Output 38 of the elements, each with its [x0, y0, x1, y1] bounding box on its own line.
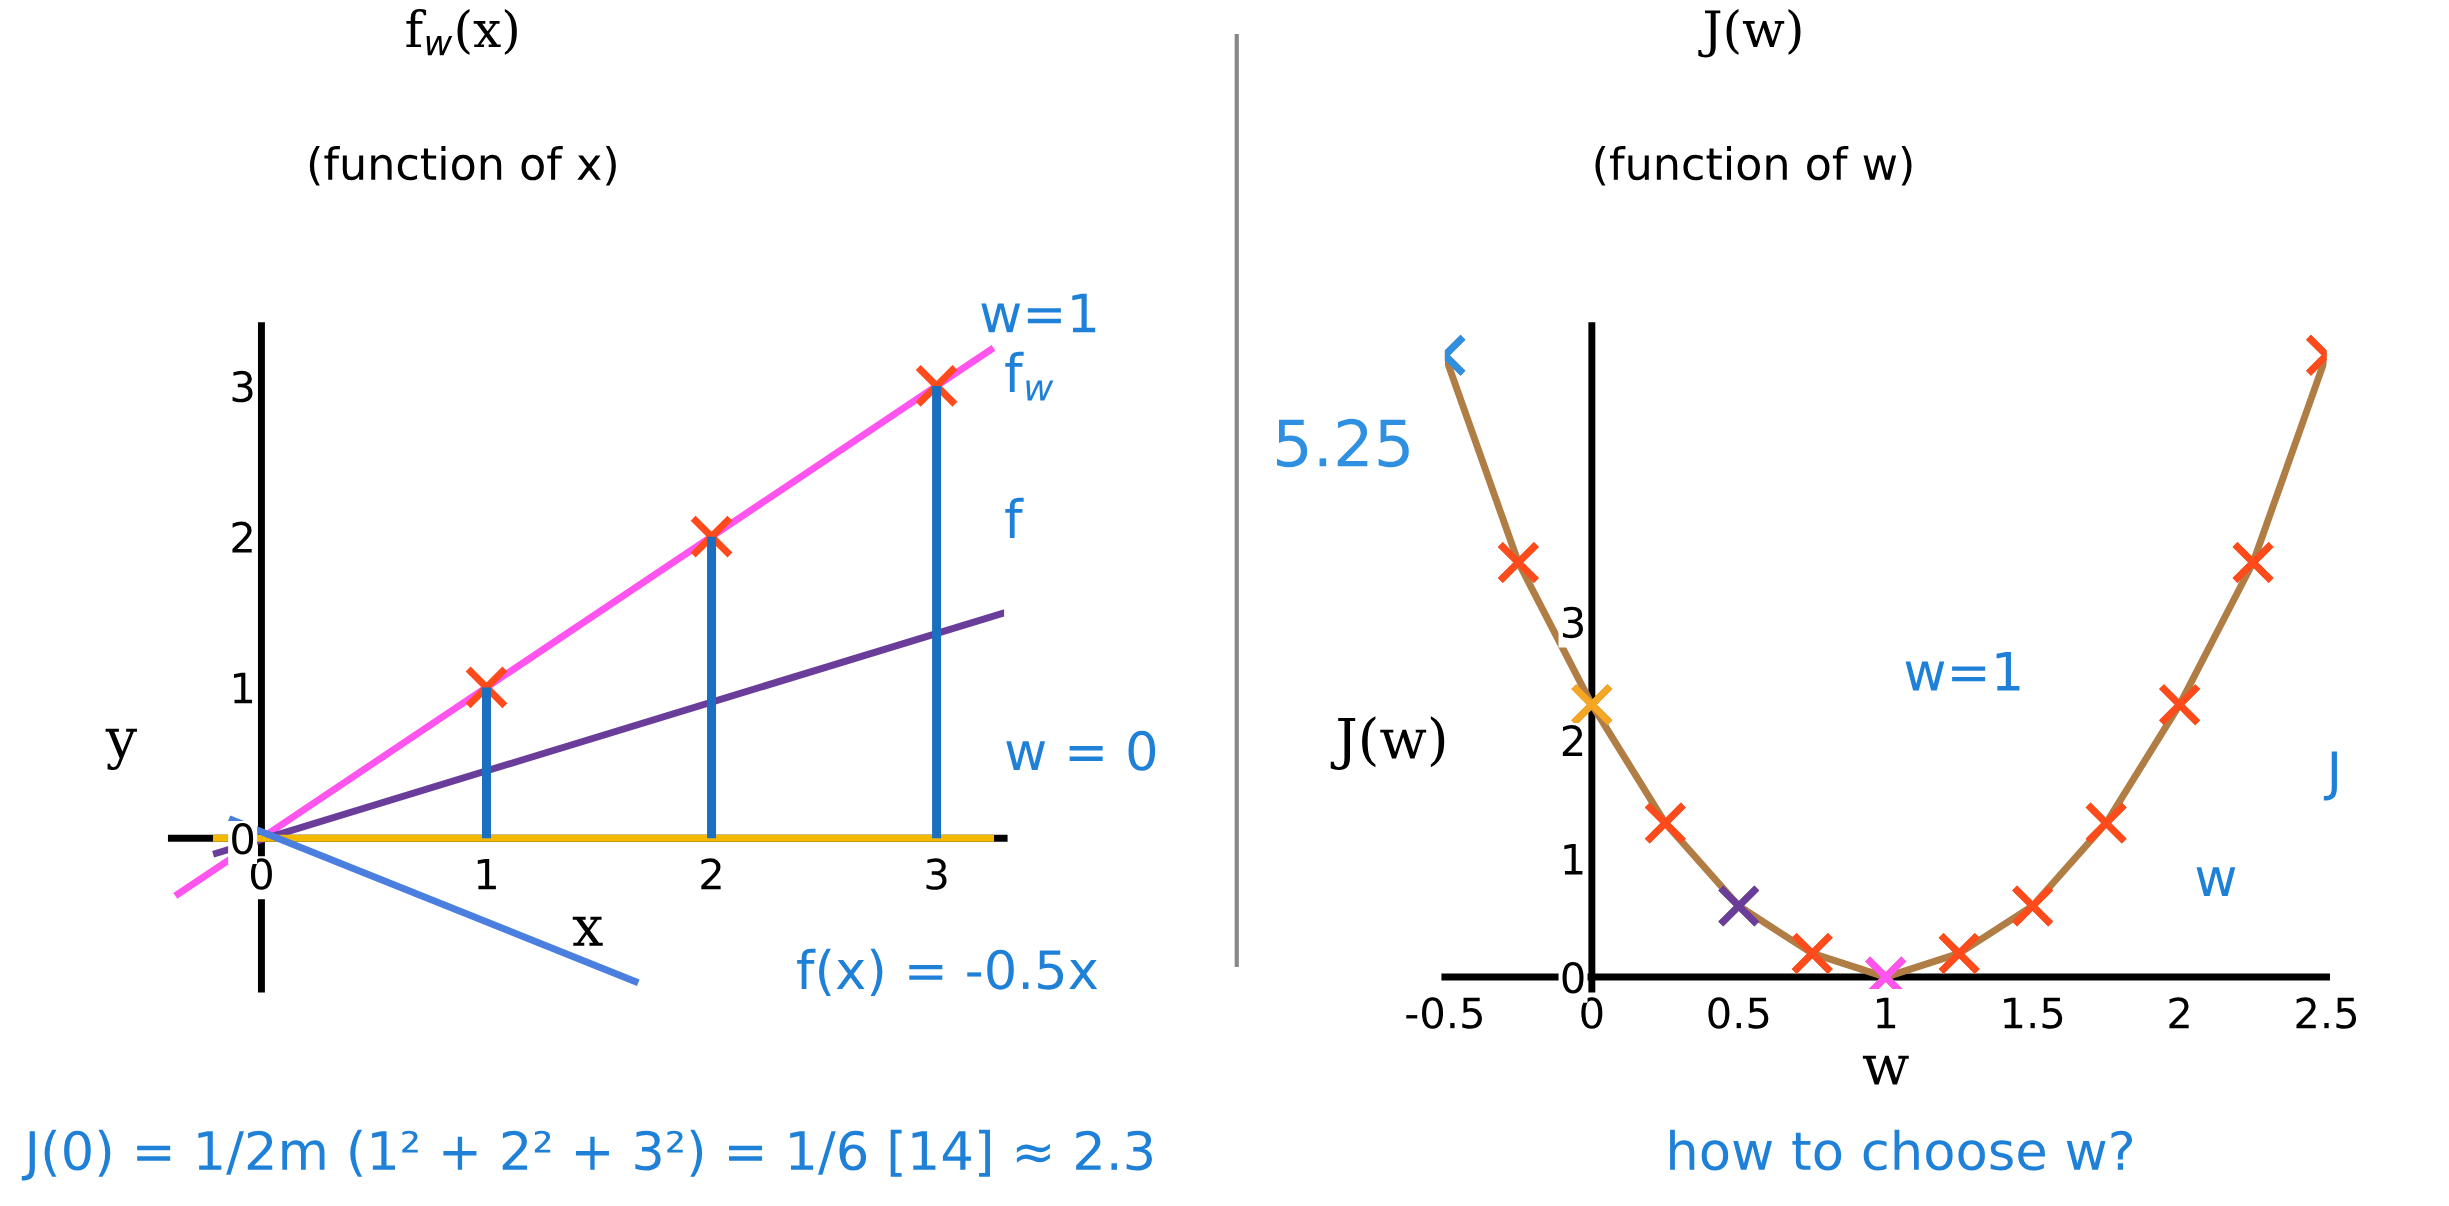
annotation: f(x) = -0.5x	[797, 948, 1098, 996]
y-tick-label: 0	[1562, 961, 1584, 994]
x-tick-label: 1	[1877, 997, 1896, 1029]
text: w = 0	[1006, 730, 1156, 771]
bar	[707, 536, 717, 839]
x-axis-title: w	[1862, 1055, 1909, 1085]
y-axis-title: J(w)	[1330, 716, 1445, 771]
x-axis-title: x	[572, 916, 603, 946]
x-tick-label: 2	[2169, 997, 2189, 1029]
x-tick-label: -0.5	[1406, 997, 1482, 1029]
bar	[932, 385, 942, 839]
text: J(0) = 1/2m (1² + 2² + 3²) = 1/6 [14] ≈ 2.3	[21, 1129, 1152, 1181]
y-axis-title: y	[105, 728, 137, 771]
annotation: w=1	[981, 293, 1096, 333]
chart-title: f$_{w}$(x)	[406, 9, 517, 56]
y-tick-label: 2	[232, 521, 252, 553]
x-tick-label: 1	[477, 858, 496, 890]
data-label: 5.25	[1277, 418, 1409, 468]
x-tick-label: 2	[701, 858, 721, 890]
x-tick-label: 3	[926, 858, 947, 890]
chart-subtitle: (function of x)	[309, 145, 616, 186]
bar	[481, 687, 491, 839]
annotation: J	[2323, 751, 2337, 801]
y-tick-label: 0	[232, 823, 254, 855]
y-tick-label: 3	[1562, 606, 1583, 639]
text: f	[1005, 497, 1024, 538]
chart-subtitle: (function of w)	[1595, 145, 1912, 186]
annotation: w	[2196, 867, 2236, 897]
x-tick-label: 2.5	[2296, 997, 2357, 1029]
x-tick-label: 0.5	[1708, 997, 1769, 1029]
chart-title: J(w)	[1698, 9, 1801, 58]
y-tick-label: 2	[1562, 725, 1583, 757]
annotation: w=1	[1905, 651, 2020, 691]
text: f$_{w}$	[1005, 351, 1054, 401]
x-tick-label: 1.5	[2004, 997, 2063, 1029]
y-tick-label: 3	[232, 370, 253, 403]
text: how to choose w?	[1670, 1129, 2133, 1171]
y-tick-label: 1	[233, 672, 253, 704]
